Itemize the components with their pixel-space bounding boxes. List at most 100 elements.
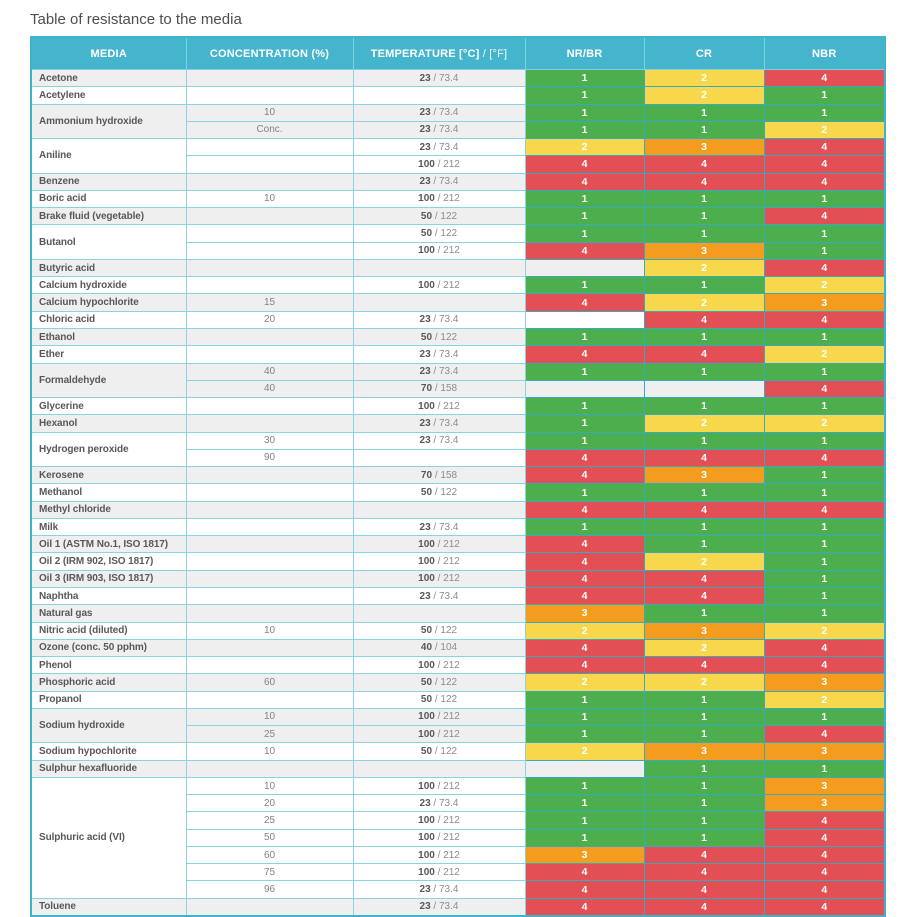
temperature-cell: 23 / 73.4 (352, 897, 526, 917)
temperature-cell: 50 / 122 (352, 621, 526, 640)
table-row: Oil 1 (ASTM No.1, ISO 1817) 100 / 212 4 1 1 (30, 535, 886, 554)
temperature-cell (352, 86, 526, 105)
temperature-celsius: 100 (418, 711, 435, 723)
temperature-cell (352, 448, 526, 468)
temperature-celsius: 50 (420, 625, 433, 637)
temperature-separator: / (434, 556, 444, 568)
rating-cell-nbr: 1 (763, 466, 886, 485)
rating-cell-cr: 1 (643, 828, 765, 847)
table-row: Naphtha 23 / 73.4 4 4 1 (30, 586, 886, 606)
concentration-cell (185, 397, 354, 416)
temperature-fahrenheit: 73.4 (439, 124, 459, 136)
concentration-cell (185, 552, 354, 571)
temperature-separator: / (432, 694, 441, 706)
concentration-cell: 60 (185, 845, 354, 865)
rating-cell-cr: 3 (643, 466, 765, 485)
rating-cell-cr: 4 (643, 448, 765, 468)
table-row: Milk 23 / 73.4 1 1 1 (30, 517, 886, 537)
rating-cell-cr: 4 (643, 845, 765, 865)
temperature-fahrenheit: 73.4 (439, 141, 459, 153)
concentration-cell: Conc. (185, 120, 354, 140)
temperature-separator: / (434, 659, 444, 671)
column-header-bold-text: TEMPERATURE [°C] (370, 47, 480, 60)
temperature-cell: 23 / 73.4 (352, 120, 526, 140)
temperature-cell (352, 258, 526, 278)
rating-cell-cr: 1 (643, 431, 765, 450)
concentration-cell (185, 172, 354, 191)
temperature-celsius: 23 (419, 366, 431, 378)
table-row: Methyl chloride 4 4 4 (30, 500, 886, 519)
rating-cell-cr (643, 379, 765, 399)
media-cell: Calcium hydroxide (30, 276, 187, 295)
temperature-cell: 23 / 73.4 (352, 345, 526, 364)
temperature-fahrenheit: 73.4 (439, 176, 459, 188)
temperature-cell (352, 759, 526, 778)
temperature-fahrenheit: 212 (443, 659, 460, 671)
media-cell: Oil 2 (IRM 902, ISO 1817) (30, 552, 187, 571)
temperature-fahrenheit: 212 (443, 815, 460, 827)
temperature-cell: 100 / 212 (352, 155, 526, 174)
temperature-separator: / (434, 728, 444, 740)
rating-cell-nrbr: 1 (524, 794, 645, 813)
concentration-cell: 40 (185, 362, 354, 381)
rating-cell-nrbr: 4 (524, 293, 645, 312)
temperature-celsius: 50 (420, 210, 433, 222)
column-header-nrbr: NR/BR (524, 36, 645, 70)
concentration-cell: 10 (185, 621, 354, 640)
temperature-cell: 23 / 73.4 (352, 172, 526, 191)
concentration-cell: 90 (185, 448, 354, 468)
temperature-celsius: 23 (419, 141, 431, 153)
rating-cell-cr: 1 (643, 759, 765, 778)
table-row: Natural gas 3 1 1 (30, 604, 886, 623)
rating-cell-nrbr: 1 (524, 68, 645, 88)
temperature-separator: / (430, 366, 439, 378)
table-row: Benzene 23 / 73.4 4 4 4 (30, 172, 886, 191)
rating-cell-nbr: 4 (763, 880, 886, 899)
media-cell: Sulphur hexafluoride (30, 759, 187, 778)
rating-cell-cr: 1 (643, 517, 765, 537)
temperature-celsius: 100 (418, 193, 435, 205)
media-cell: Ether (30, 345, 187, 364)
rating-cell-cr: 4 (643, 310, 765, 329)
temperature-celsius: 23 (419, 590, 431, 602)
page-title: Table of resistance to the media (30, 11, 242, 28)
table-row: Chloric acid 20 23 / 73.4 4 4 (30, 310, 886, 329)
concentration-cell (185, 86, 354, 105)
concentration-cell: 96 (185, 880, 354, 899)
temperature-cell: 23 / 73.4 (352, 68, 526, 88)
temperature-cell: 70 / 158 (352, 379, 526, 399)
rating-cell-nbr: 4 (763, 725, 886, 744)
concentration-cell (185, 276, 354, 295)
temperature-cell: 100 / 212 (352, 397, 526, 416)
media-cell: Sodium hypochlorite (30, 742, 187, 761)
temperature-celsius: 23 (419, 884, 431, 896)
rating-cell-cr: 2 (643, 68, 765, 88)
rating-cell-nbr: 1 (763, 483, 886, 502)
rating-cell-cr: 1 (643, 690, 765, 709)
media-cell: Kerosene (30, 466, 187, 485)
temperature-separator: / (432, 210, 441, 222)
temperature-celsius: 23 (419, 417, 431, 429)
temperature-separator: / (430, 435, 439, 447)
table-row: Methanol 50 / 122 1 1 1 (30, 483, 886, 502)
temperature-celsius: 70 (420, 469, 433, 481)
table-row: Acetylene 1 2 1 (30, 86, 886, 105)
rating-cell-nrbr: 4 (524, 345, 645, 364)
rating-cell-nrbr: 1 (524, 362, 645, 381)
temperature-cell: 100 / 212 (352, 276, 526, 295)
rating-cell-nrbr: 4 (524, 569, 645, 588)
rating-cell-nbr: 4 (763, 207, 886, 226)
temperature-celsius: 23 (419, 797, 431, 809)
table-row: Acetone 23 / 73.4 1 2 4 (30, 68, 886, 88)
temperature-fahrenheit: 212 (443, 556, 460, 568)
rating-cell-cr: 4 (643, 880, 765, 899)
rating-cell-nrbr: 4 (524, 155, 645, 174)
media-cell: Methyl chloride (30, 500, 187, 519)
concentration-cell (185, 241, 354, 260)
rating-cell-cr: 1 (643, 397, 765, 416)
rating-cell-nrbr: 1 (524, 207, 645, 226)
table-row: Oil 3 (IRM 903, ISO 1817) 100 / 212 4 4 1 (30, 569, 886, 588)
temperature-cell: 70 / 158 (352, 466, 526, 485)
rating-cell-nrbr: 3 (524, 604, 645, 623)
rating-cell-cr: 4 (643, 155, 765, 174)
